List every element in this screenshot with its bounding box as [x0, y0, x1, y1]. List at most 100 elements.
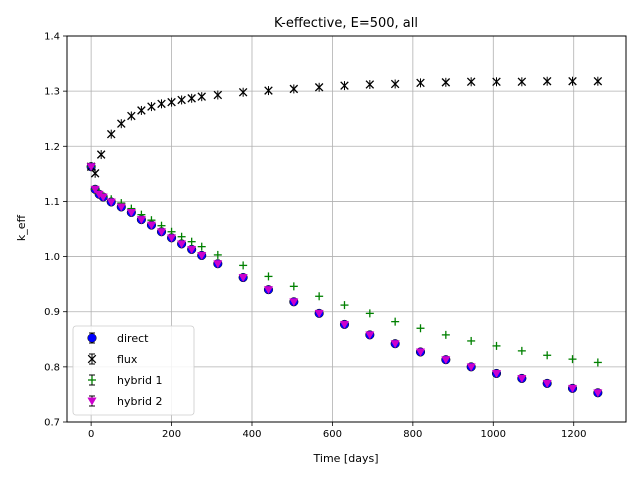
- point-hybrid-1: [289, 282, 298, 291]
- point-hybrid-2: [126, 209, 136, 217]
- point-flux: [147, 102, 156, 111]
- point-hybrid-2: [98, 193, 108, 202]
- point-hybrid-1: [187, 237, 196, 246]
- legend-marker-hybrid-2: [87, 397, 97, 406]
- x-stroke: [314, 83, 324, 92]
- x-stroke: [340, 81, 349, 90]
- x-stroke: [492, 77, 501, 87]
- x-stroke: [157, 99, 166, 109]
- point-flux: [441, 78, 451, 87]
- point-hybrid-1: [391, 317, 400, 326]
- point-hybrid-2: [289, 298, 299, 307]
- x-tick-label: 600: [323, 429, 342, 440]
- axis-ticks: 0 200 400 600 800 1000 1200 0.7 0.8 0.9 1.0 1.1 1.2 1…: [44, 32, 586, 441]
- plot-frame: [66, 35, 627, 423]
- y-axis-label: k_eff: [15, 214, 28, 241]
- point-hybrid-1: [593, 358, 602, 367]
- legend-box: [72, 325, 195, 416]
- x-stroke: [568, 76, 577, 86]
- x-stroke: [87, 354, 97, 364]
- chart-title: K-effective, E=500, all: [274, 16, 418, 31]
- point-hybrid-2: [593, 389, 603, 398]
- point-hybrid-2: [187, 245, 197, 254]
- x-stroke: [213, 90, 223, 100]
- x-stroke: [441, 78, 451, 87]
- x-stroke: [147, 102, 156, 111]
- x-stroke: [542, 76, 552, 86]
- x-tick-label: 0: [88, 429, 94, 440]
- x-stroke: [90, 169, 100, 178]
- x-tick-label: 1000: [481, 429, 506, 440]
- point-hybrid-2: [90, 185, 100, 194]
- point-hybrid-1: [239, 261, 248, 270]
- point-hybrid-2: [156, 228, 167, 237]
- point-hybrid-2: [567, 384, 578, 393]
- point-hybrid-1: [365, 309, 374, 318]
- point-hybrid-2: [517, 374, 527, 383]
- point-flux: [117, 119, 126, 128]
- point-flux: [593, 76, 603, 86]
- point-hybrid-2: [238, 274, 248, 283]
- y-tick-label: 1.3: [44, 87, 60, 98]
- x-stroke: [117, 119, 126, 128]
- point-flux: [157, 99, 166, 109]
- legend-marker-flux: [87, 354, 97, 364]
- point-flux: [314, 83, 324, 92]
- point-hybrid-2: [415, 348, 426, 357]
- point-hybrid-1: [441, 330, 450, 339]
- point-hybrid-2: [263, 286, 274, 295]
- point-hybrid-2: [106, 198, 116, 207]
- point-hybrid-1: [177, 232, 186, 241]
- point-flux: [177, 95, 186, 105]
- legend-label-direct: direct: [117, 332, 149, 345]
- point-flux: [542, 76, 552, 86]
- point-flux: [96, 150, 106, 159]
- x-tick-label: 200: [162, 429, 181, 440]
- point-hybrid-2: [365, 331, 375, 340]
- series-flux: [86, 76, 603, 178]
- y-tick-label: 1.0: [44, 252, 60, 263]
- x-stroke: [289, 84, 299, 94]
- point-hybrid-2: [176, 240, 187, 249]
- y-tick-label: 1.4: [44, 32, 60, 43]
- point-hybrid-2: [86, 163, 96, 172]
- point-hybrid-1: [517, 346, 526, 355]
- x-stroke: [365, 80, 375, 89]
- point-hybrid-2: [213, 260, 223, 269]
- x-stroke: [187, 94, 196, 103]
- point-hybrid-1: [213, 250, 222, 259]
- y-tick-label: 1.1: [44, 197, 60, 208]
- x-stroke: [238, 87, 248, 97]
- point-hybrid-2: [491, 370, 502, 378]
- x-stroke: [197, 92, 206, 101]
- y-tick-label: 1.2: [44, 142, 60, 153]
- point-hybrid-2: [136, 216, 147, 225]
- legend-marker-hybrid-1: [88, 376, 96, 384]
- series-hybrid-1: [87, 162, 602, 367]
- point-hybrid-1: [492, 341, 501, 350]
- x-axis-label: Time [days]: [313, 452, 379, 465]
- x-stroke: [96, 150, 106, 159]
- point-flux: [137, 106, 146, 115]
- point-hybrid-2: [116, 203, 126, 212]
- y-tick-label: 0.7: [44, 418, 60, 429]
- point-hybrid-1: [543, 351, 552, 360]
- x-stroke: [137, 106, 146, 115]
- point-hybrid-2: [542, 379, 552, 388]
- point-hybrid-2: [466, 363, 476, 372]
- x-tick-label: 800: [403, 429, 422, 440]
- point-flux: [187, 94, 196, 103]
- x-stroke: [416, 78, 425, 88]
- point-hybrid-1: [315, 292, 324, 301]
- x-stroke: [264, 86, 273, 95]
- point-hybrid-2: [197, 252, 207, 260]
- x-stroke: [177, 95, 186, 105]
- point-flux: [264, 86, 273, 95]
- point-hybrid-2: [314, 309, 324, 318]
- point-flux: [466, 77, 476, 87]
- y-tick-label: 0.9: [44, 307, 60, 318]
- legend-label-hybrid-1: hybrid 1: [117, 374, 163, 387]
- point-flux: [213, 90, 223, 100]
- legend-label-flux: flux: [117, 353, 138, 366]
- data-marks: [86, 76, 603, 398]
